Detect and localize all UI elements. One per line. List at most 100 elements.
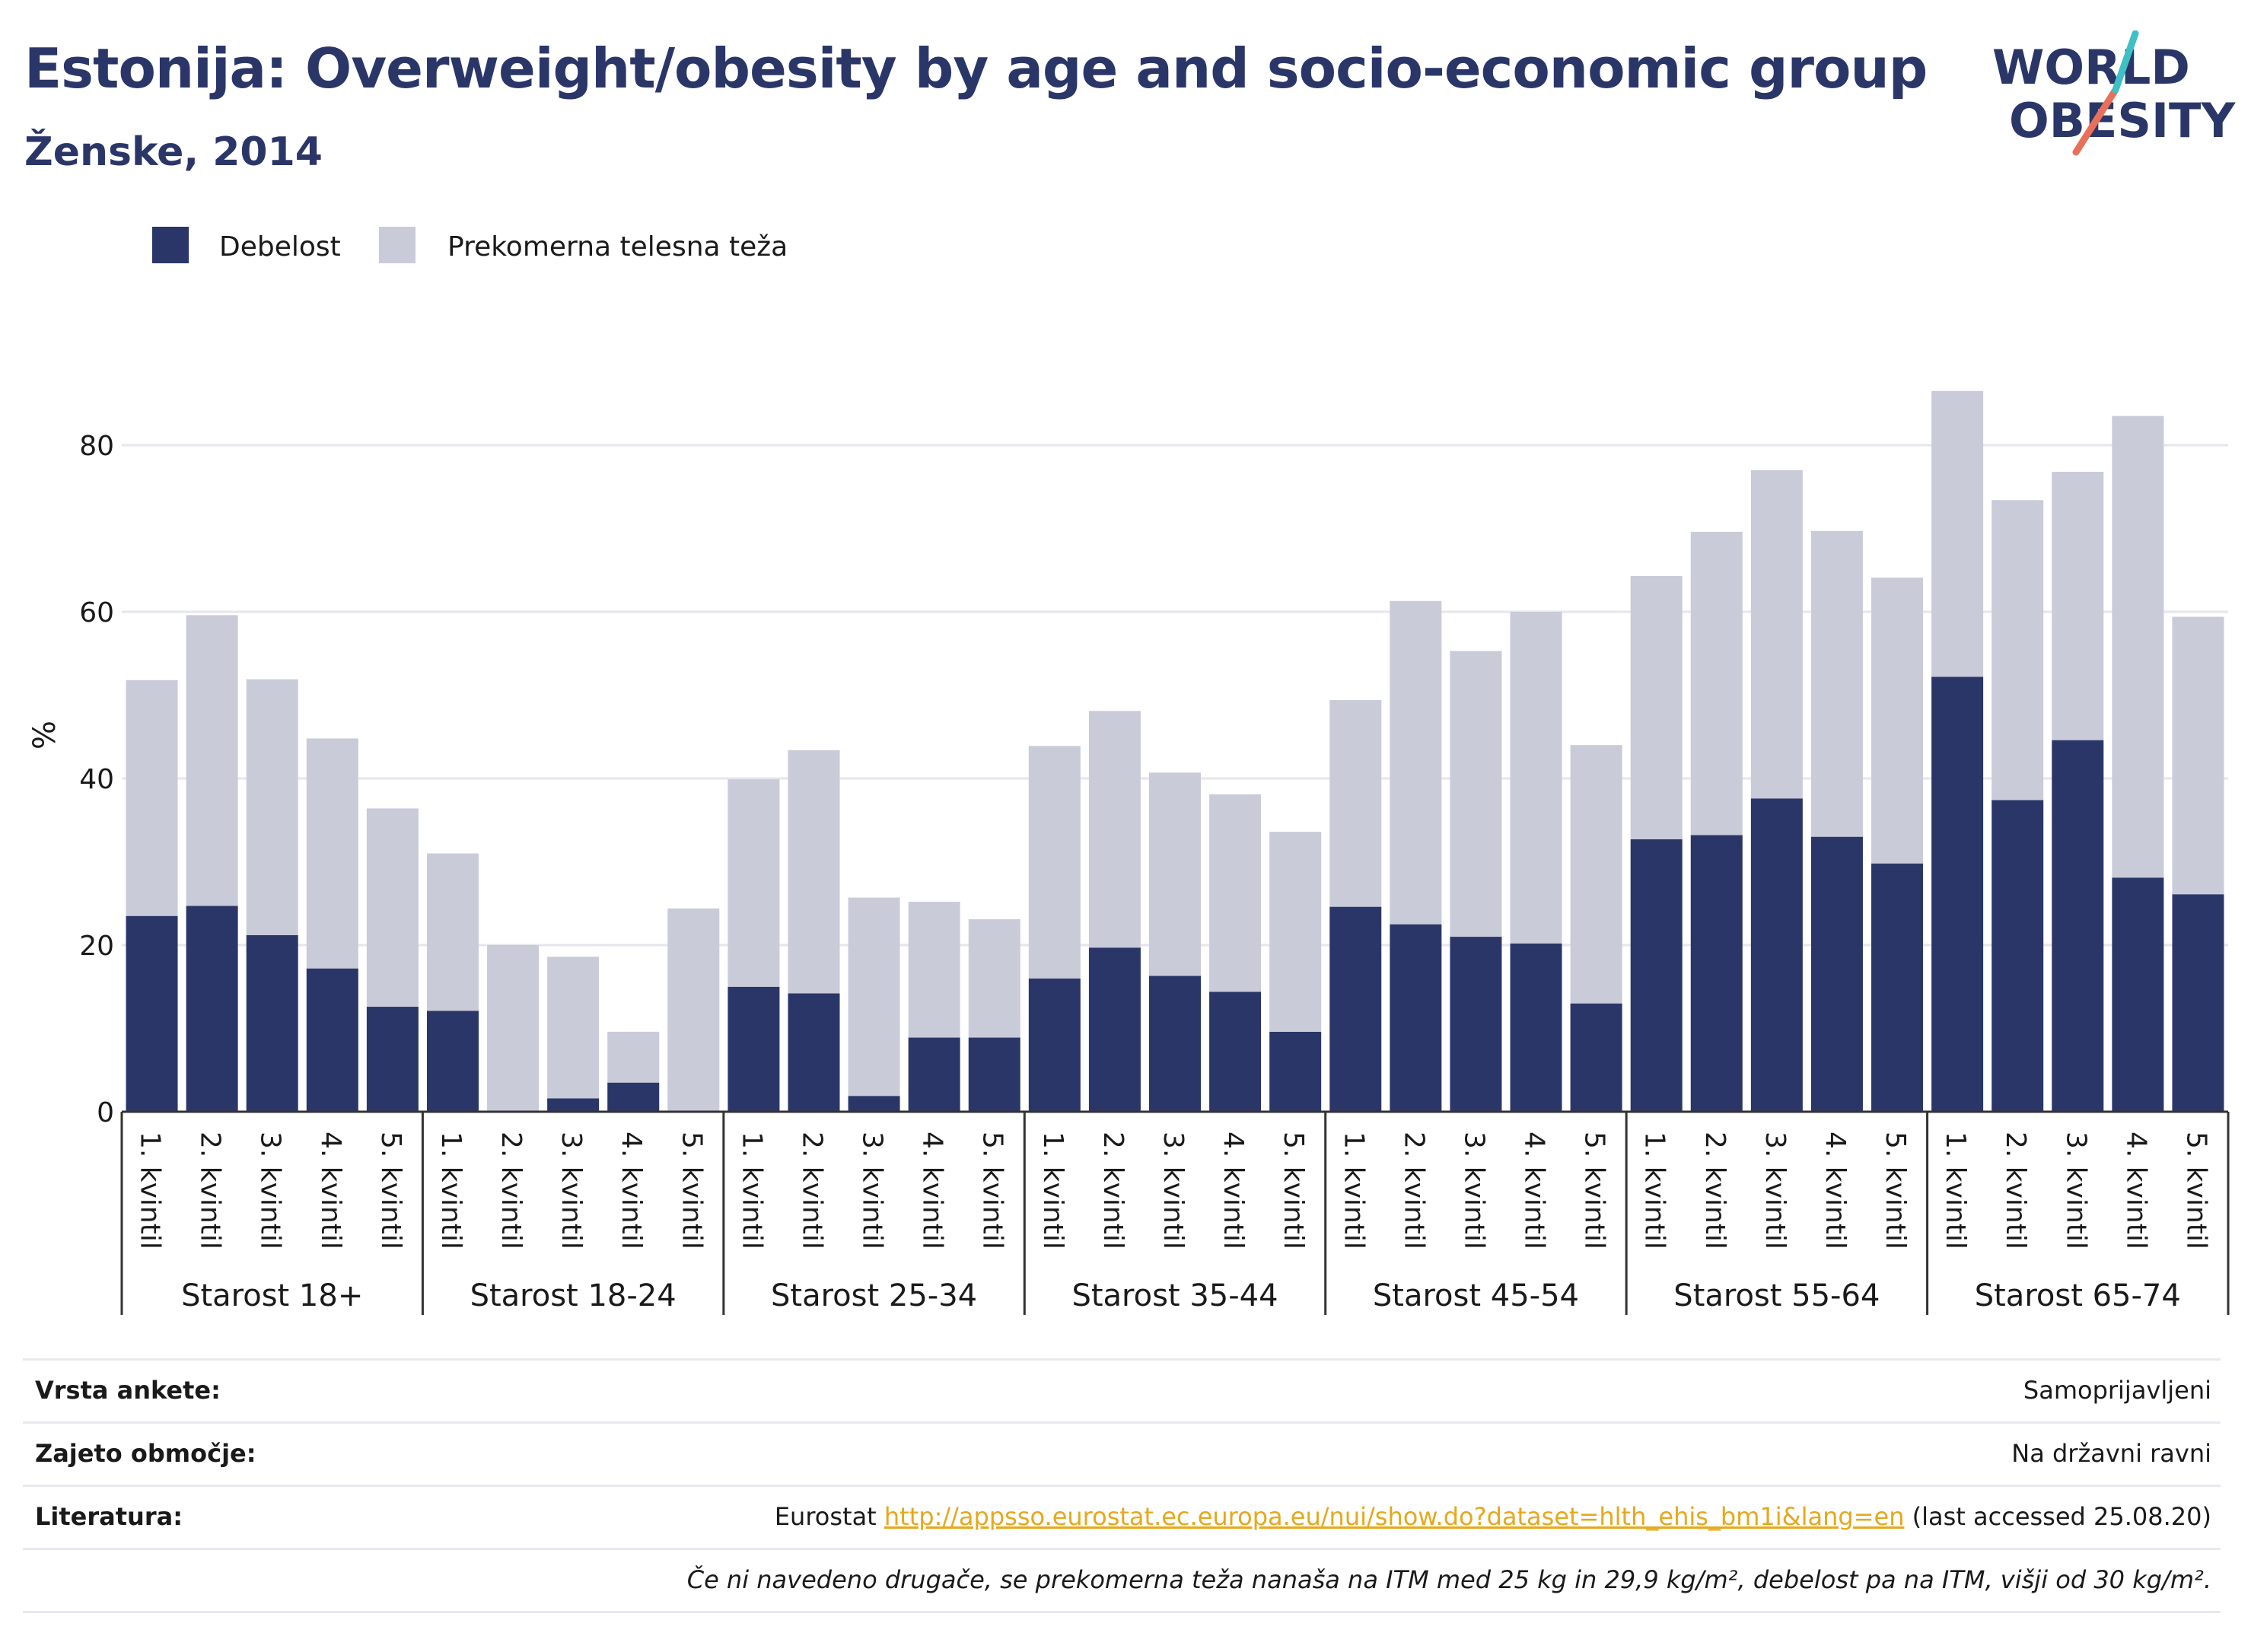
bar-overweight (1510, 612, 1562, 944)
bar-obesity (2172, 894, 2224, 1112)
bar-obesity (547, 1098, 600, 1112)
bar-overweight (1209, 794, 1262, 992)
info-table: Vrsta ankete: Samoprijavljeni Zajeto obm… (23, 1358, 2221, 1613)
bar-overweight (1750, 469, 1803, 799)
bar-obesity (1510, 943, 1562, 1112)
legend-label-obesity: Debelost (219, 231, 341, 263)
x-tick-label: 3. kvintil (255, 1132, 286, 1249)
info-row-coverage: Zajeto območje: Na državni ravni (23, 1421, 2221, 1485)
x-tick-label: 1. kvintil (1940, 1132, 1971, 1249)
bar-overweight (1871, 578, 1924, 864)
bar-obesity (1088, 947, 1141, 1112)
bar-overweight (487, 945, 540, 1112)
x-tick-label: 3. kvintil (857, 1132, 888, 1249)
logo-word-obesity: OBESITY (2009, 93, 2236, 148)
y-axis-ticks: 0 20 40 60 80 (79, 431, 114, 1128)
x-tick-label: 4. kvintil (1218, 1132, 1249, 1249)
group-label: Starost 25-34 (771, 1278, 977, 1313)
reference-label: Literatura: (35, 1502, 183, 1531)
definition-note: Če ni navedeno drugače, se prekomerna te… (686, 1565, 2211, 1594)
info-row-survey: Vrsta ankete: Samoprijavljeni (23, 1358, 2221, 1421)
x-axis: 1. kvintil 2. kvintil 3. kvintil 4. kvintil… (120, 1110, 2230, 1315)
bar-overweight (126, 680, 178, 916)
bar-overweight (1630, 575, 1683, 839)
legend-swatch-overweight (379, 227, 415, 263)
bar-overweight (1028, 746, 1081, 979)
x-tick-label: 5. kvintil (1880, 1132, 1911, 1249)
x-tick-label: 2. kvintil (495, 1132, 527, 1249)
bar-obesity (848, 1096, 900, 1112)
bar-overweight (1992, 500, 2044, 801)
group-label: Starost 55-64 (1673, 1278, 1880, 1313)
bar-obesity (1690, 835, 1743, 1112)
coverage-label: Zajeto območje: (35, 1439, 256, 1468)
coverage-value: Na državni ravni (2011, 1439, 2211, 1468)
bar-obesity (1810, 836, 1863, 1112)
bar-overweight (186, 615, 238, 906)
x-tick-label: 4. kvintil (616, 1132, 647, 1249)
stacked-bar-chart: Debelost Prekomerna telesna teža % 0 20 40… (27, 227, 2230, 1315)
x-tick-label: 3. kvintil (1458, 1132, 1489, 1249)
info-row-reference: Literatura: Eurostat http://appsso.euros… (23, 1485, 2221, 1548)
x-tick-label: 2. kvintil (2000, 1132, 2031, 1249)
bar-overweight (1088, 711, 1141, 948)
x-tick-label: 5. kvintil (375, 1132, 406, 1249)
bar-overweight (607, 1031, 660, 1083)
bar-obesity (1931, 676, 1984, 1112)
x-tick-label: 5. kvintil (1579, 1132, 1610, 1249)
x-tick-label: 2. kvintil (195, 1132, 226, 1249)
logo-slash-teal (2112, 30, 2139, 94)
bar-overweight (848, 897, 900, 1097)
bar-obesity (306, 968, 358, 1112)
bar-obesity (1750, 798, 1803, 1112)
bar-obesity (728, 986, 780, 1112)
chart-title: Estonija: Overweight/obesity by age and … (24, 37, 1928, 100)
reference-link[interactable]: http://appsso.eurostat.ec.europa.eu/nui/… (884, 1502, 1905, 1531)
logo-slash-red (2072, 86, 2119, 156)
chart-subtitle: Ženske, 2014 (24, 129, 323, 175)
bar-obesity (1149, 976, 1201, 1112)
x-tick-label: 3. kvintil (2060, 1132, 2091, 1249)
survey-type-value: Samoprijavljeni (2023, 1376, 2211, 1405)
y-tick-label: 80 (79, 431, 114, 462)
x-tick-label: 2. kvintil (1097, 1132, 1129, 1249)
legend-swatch-obesity (152, 227, 189, 263)
world-obesity-logo: WORLD OBESITY (1992, 30, 2236, 156)
bar-obesity (186, 906, 238, 1112)
bar-overweight (1810, 530, 1863, 837)
legend-label-overweight: Prekomerna telesna teža (447, 231, 788, 263)
y-axis-label: % (27, 721, 62, 750)
y-tick-label: 0 (97, 1097, 114, 1128)
bar-overweight (1931, 390, 1984, 677)
bar-obesity (246, 934, 298, 1112)
bar-obesity (1570, 1003, 1622, 1112)
x-tick-label: 5. kvintil (676, 1132, 707, 1249)
bar-obesity (1209, 992, 1262, 1112)
bar-overweight (2172, 616, 2224, 895)
bar-overweight (1450, 651, 1502, 937)
bar-overweight (1269, 832, 1322, 1032)
bar-obesity (1871, 863, 1924, 1112)
bar-obesity (426, 1011, 479, 1112)
x-tick-label: 4. kvintil (917, 1132, 948, 1249)
bar-overweight (968, 919, 1020, 1038)
bar-overweight (1329, 700, 1382, 907)
bar-overweight (1690, 531, 1743, 836)
reference-value: Eurostat http://appsso.eurostat.ec.europ… (775, 1502, 2211, 1531)
x-tick-label: 2. kvintil (1699, 1132, 1730, 1249)
bar-obesity (1450, 937, 1502, 1112)
bar-obesity (607, 1082, 660, 1112)
x-tick-label: 5. kvintil (977, 1132, 1008, 1249)
group-label: Starost 45-54 (1373, 1278, 1579, 1313)
bar-overweight (246, 679, 298, 935)
bar-overweight (2052, 472, 2104, 740)
bar-obesity (1992, 800, 2044, 1112)
x-tick-label: 4. kvintil (1820, 1132, 1851, 1249)
chart-legend: Debelost Prekomerna telesna teža (152, 227, 788, 263)
x-tick-label: 2. kvintil (1398, 1132, 1429, 1249)
logo-word-world: WORLD (1992, 40, 2190, 95)
reference-suffix: (last accessed 25.08.20) (1904, 1502, 2211, 1531)
y-tick-label: 40 (79, 764, 114, 795)
x-tick-label: 5. kvintil (2180, 1132, 2211, 1249)
bar-overweight (1570, 745, 1622, 1004)
